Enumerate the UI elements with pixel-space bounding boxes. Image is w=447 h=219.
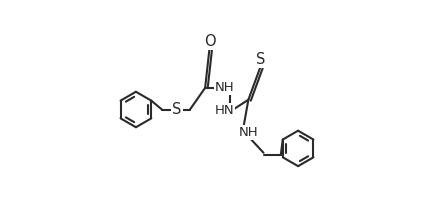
Text: S: S	[256, 52, 265, 67]
Text: O: O	[204, 34, 215, 49]
Text: HN: HN	[215, 104, 234, 117]
Text: NH: NH	[239, 126, 258, 139]
Text: NH: NH	[215, 81, 234, 94]
Text: S: S	[173, 102, 181, 117]
